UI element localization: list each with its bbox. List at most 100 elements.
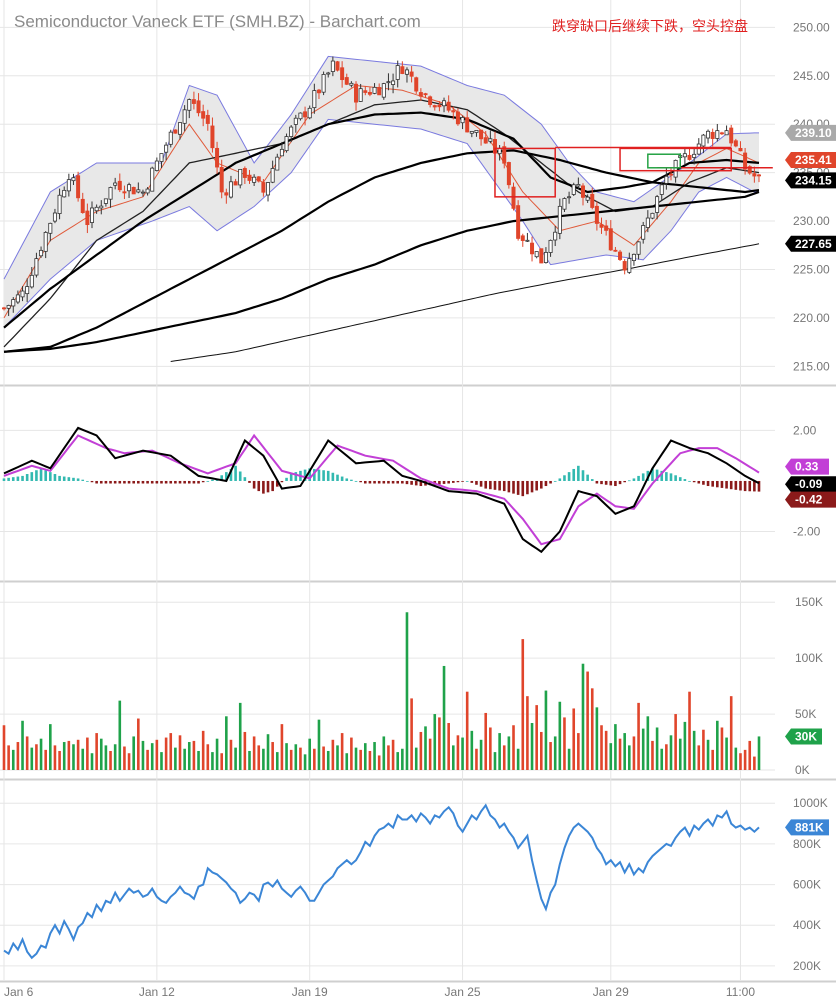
obv-tick-label: 800K xyxy=(793,837,821,851)
volume-bar-up xyxy=(470,730,474,770)
volume-bar-down xyxy=(387,745,390,770)
candle-up xyxy=(136,189,141,193)
macd-hist-bar-neg xyxy=(262,480,265,494)
volume-bar-down xyxy=(489,727,492,770)
candle-up xyxy=(395,65,400,80)
volume-bar-up xyxy=(303,754,307,770)
macd-hist-bar-pos xyxy=(567,472,571,481)
volume-bar-up xyxy=(734,747,738,770)
macd-value-tag: -0.09 xyxy=(785,476,836,493)
volume-bar-up xyxy=(706,739,710,770)
candle-down xyxy=(719,132,724,135)
candle-down xyxy=(752,173,757,177)
volume-bar-down xyxy=(748,740,752,770)
candle-down xyxy=(201,111,206,119)
volume-bar-down xyxy=(618,738,622,770)
volume-bar-up xyxy=(424,726,427,770)
volume-bar-up xyxy=(183,748,186,770)
price-value-tag: 234.15 xyxy=(785,172,836,189)
volume-bar-up xyxy=(396,752,400,770)
candle-up xyxy=(715,130,720,139)
candle-up xyxy=(312,90,317,109)
macd-hist-bar-neg xyxy=(493,480,497,490)
candle-up xyxy=(127,184,132,192)
macd-hist-bar-pos xyxy=(331,472,335,481)
macd-hist-bar-pos xyxy=(632,478,636,481)
macd-hist-bar-neg xyxy=(187,480,191,484)
macd-hist-bar-neg xyxy=(141,480,145,484)
macd-hist-bar-pos xyxy=(322,470,325,481)
candle-down xyxy=(256,176,261,182)
volume-value-tag-text: 30K xyxy=(795,729,817,743)
macd-hist-bar-neg xyxy=(609,480,613,486)
macd-hist-bar-pos xyxy=(35,470,38,481)
volume-bar-down xyxy=(368,750,372,770)
candle-down xyxy=(428,96,433,105)
candle-up xyxy=(553,231,558,241)
volume-bar-down xyxy=(391,739,395,770)
price-value-tag-text: 235.41 xyxy=(795,153,832,167)
x-axis-label: Jan 12 xyxy=(139,985,175,999)
macd-hist-bar-pos xyxy=(641,473,645,481)
macd-hist-bar-neg xyxy=(479,480,483,487)
volume-bar-down xyxy=(549,742,552,770)
macd-hist-bar-pos xyxy=(586,474,589,481)
volume-bar-down xyxy=(178,735,182,770)
volume-bar-down xyxy=(109,750,112,770)
volume-bar-down xyxy=(526,696,529,770)
candle-down xyxy=(747,166,752,174)
macd-hist-bar-pos xyxy=(558,478,562,481)
macd-hist-bar-neg xyxy=(489,480,492,490)
obv-value-tag-text: 881K xyxy=(795,820,824,834)
candle-up xyxy=(330,60,335,72)
candle-down xyxy=(483,137,488,144)
volume-bar-down xyxy=(155,739,159,770)
candle-up xyxy=(627,258,632,273)
moving-average-ma_100 xyxy=(3,149,760,353)
volume-bar-up xyxy=(646,716,650,770)
volume-tick-label: 0K xyxy=(795,763,810,777)
volume-bar-up xyxy=(262,748,265,770)
obv-value-tag: 881K xyxy=(785,819,829,836)
volume-bar-up xyxy=(558,701,562,770)
candle-down xyxy=(455,111,460,125)
annotation-box-red xyxy=(494,147,556,198)
volume-bar-up xyxy=(461,737,464,770)
volume-bar-up xyxy=(623,733,626,770)
moving-average-ma_9 xyxy=(3,84,760,319)
candle-up xyxy=(442,100,447,107)
candle-down xyxy=(261,182,266,193)
macd-hist-bar-neg xyxy=(456,480,460,483)
volume-bar-down xyxy=(419,731,423,770)
macd-value-tag-text: -0.42 xyxy=(795,493,823,507)
candle-up xyxy=(145,188,150,194)
macd-hist-bar-neg xyxy=(419,480,423,487)
volume-bar-up xyxy=(382,736,386,770)
macd-hist-bar-neg xyxy=(697,480,701,484)
volume-bar-up xyxy=(692,730,696,770)
macd-hist-bar-neg xyxy=(248,480,251,483)
volume-bar-down xyxy=(577,733,580,770)
candle-up xyxy=(659,184,664,195)
candle-down xyxy=(613,249,618,252)
volume-bar-down xyxy=(280,724,284,770)
macd-hist-bar-neg xyxy=(164,480,168,484)
candle-down xyxy=(608,228,613,251)
volume-bar-up xyxy=(215,738,219,770)
macd-hist-bar-neg xyxy=(252,480,256,489)
volume-bar-up xyxy=(308,738,312,770)
macd-hist-bar-neg xyxy=(734,480,738,490)
candle-up xyxy=(71,177,76,182)
volume-bar-up xyxy=(197,750,200,770)
candle-up xyxy=(15,294,20,303)
macd-hist-bar-pos xyxy=(581,470,585,481)
macd-hist-bar-pos xyxy=(669,473,673,481)
candle-down xyxy=(733,140,738,147)
volume-bar-up xyxy=(544,690,548,770)
candle-up xyxy=(99,205,104,209)
volume-bar-up xyxy=(62,742,66,770)
candle-up xyxy=(48,222,53,234)
volume-bar-up xyxy=(345,753,349,770)
obv-line xyxy=(3,803,760,960)
candle-up xyxy=(238,168,243,186)
